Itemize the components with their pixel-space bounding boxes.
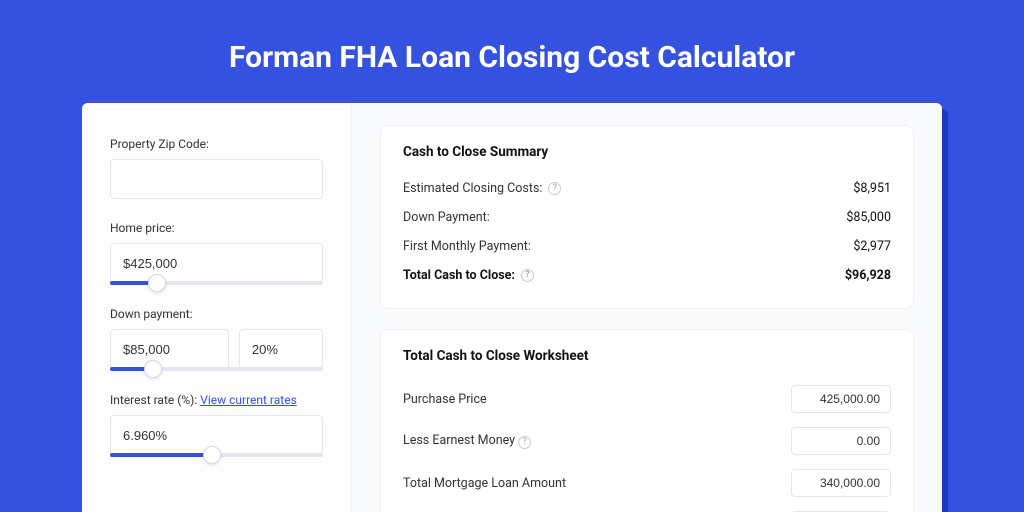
down-payment-percent-input[interactable]: [239, 329, 323, 369]
interest-rate-label-text: Interest rate (%):: [110, 393, 200, 407]
worksheet-card: Total Cash to Close Worksheet Purchase P…: [380, 329, 914, 512]
worksheet-row-earnest-money: Less Earnest Money ?: [403, 420, 891, 462]
summary-row-first-payment: First Monthly Payment: $2,977: [403, 232, 891, 261]
zip-field: Property Zip Code:: [110, 137, 323, 199]
help-icon[interactable]: ?: [518, 436, 531, 449]
worksheet-row-mortgage-amount: Total Mortgage Loan Amount: [403, 462, 891, 504]
summary-row-label: Down Payment:: [403, 210, 490, 225]
down-payment-field: Down payment:: [110, 307, 323, 371]
worksheet-row-second-mortgage: Total Second Mortgage Amount: [403, 504, 891, 512]
worksheet-row-label: Less Earnest Money: [403, 433, 515, 448]
summary-row-closing-costs: Estimated Closing Costs: ? $8,951: [403, 174, 891, 203]
down-payment-slider-thumb[interactable]: [144, 360, 162, 378]
summary-heading: Cash to Close Summary: [403, 144, 891, 160]
calculator-card-wrap: Property Zip Code: Home price: Down paym…: [82, 103, 942, 512]
home-price-slider[interactable]: [110, 281, 323, 285]
interest-rate-slider-fill: [110, 453, 212, 457]
summary-row-value: $2,977: [853, 239, 891, 254]
inputs-panel: Property Zip Code: Home price: Down paym…: [82, 103, 352, 512]
worksheet-row-purchase-price: Purchase Price: [403, 378, 891, 420]
home-price-field: Home price:: [110, 221, 323, 285]
interest-rate-slider-thumb[interactable]: [203, 446, 221, 464]
home-price-input[interactable]: [110, 243, 323, 283]
calculator-card: Property Zip Code: Home price: Down paym…: [82, 103, 942, 512]
help-icon[interactable]: ?: [521, 269, 534, 282]
zip-label: Property Zip Code:: [110, 137, 323, 151]
down-payment-slider[interactable]: [110, 367, 323, 371]
worksheet-row-label: Purchase Price: [403, 392, 487, 407]
worksheet-heading: Total Cash to Close Worksheet: [403, 348, 891, 364]
view-rates-link[interactable]: View current rates: [200, 393, 297, 407]
summary-row-value: $85,000: [846, 210, 891, 225]
help-icon[interactable]: ?: [548, 182, 561, 195]
summary-row-label: First Monthly Payment:: [403, 239, 531, 254]
interest-rate-field: Interest rate (%): View current rates: [110, 393, 323, 457]
interest-rate-label: Interest rate (%): View current rates: [110, 393, 323, 407]
down-payment-amount-input[interactable]: [110, 329, 229, 369]
worksheet-mortgage-amount-input[interactable]: [791, 469, 891, 497]
worksheet-row-label: Total Mortgage Loan Amount: [403, 476, 566, 491]
down-payment-label: Down payment:: [110, 307, 323, 321]
summary-total-value: $96,928: [845, 268, 891, 283]
worksheet-earnest-money-input[interactable]: [791, 427, 891, 455]
zip-input[interactable]: [110, 159, 323, 199]
page-title: Forman FHA Loan Closing Cost Calculator: [0, 0, 1024, 103]
summary-total-label: Total Cash to Close:: [403, 268, 515, 283]
interest-rate-slider[interactable]: [110, 453, 323, 457]
summary-card: Cash to Close Summary Estimated Closing …: [380, 125, 914, 309]
summary-row-total: Total Cash to Close: ? $96,928: [403, 261, 891, 290]
summary-row-label: Estimated Closing Costs:: [403, 181, 542, 196]
results-panel: Cash to Close Summary Estimated Closing …: [352, 103, 942, 512]
summary-row-value: $8,951: [853, 181, 891, 196]
worksheet-purchase-price-input[interactable]: [791, 385, 891, 413]
home-price-label: Home price:: [110, 221, 323, 235]
summary-row-down-payment: Down Payment: $85,000: [403, 203, 891, 232]
home-price-slider-thumb[interactable]: [148, 274, 166, 292]
